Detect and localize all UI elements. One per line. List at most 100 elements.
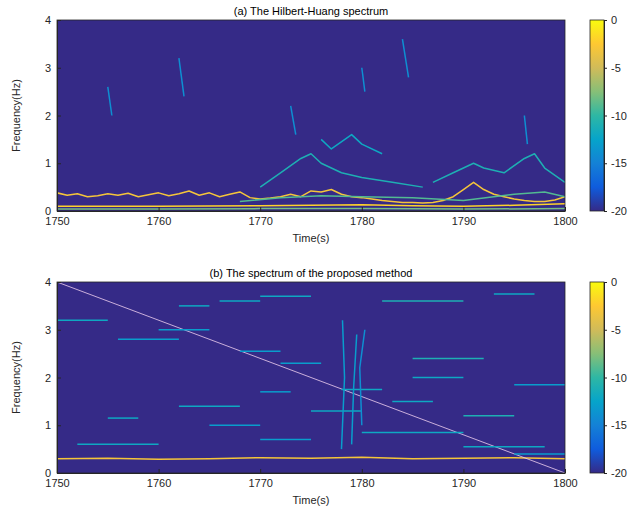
ridge-line <box>311 410 362 412</box>
ridge-line <box>281 362 322 364</box>
tick-mark <box>604 425 607 426</box>
y-tick: 0 <box>45 205 61 217</box>
tick-mark <box>57 116 61 117</box>
panel: 17501760177017801790180001234(b) The spe… <box>10 267 627 506</box>
y-tick: 4 <box>45 276 61 288</box>
ridge-line <box>360 330 365 426</box>
y-axis-title: Frequency(Hz) <box>10 341 22 414</box>
colorbar-tick: -20 <box>604 205 627 217</box>
colorbar <box>590 282 604 473</box>
tick-label: 1770 <box>248 477 272 489</box>
tick-mark <box>57 330 61 331</box>
ridge-line <box>260 296 311 298</box>
tick-mark <box>604 116 607 117</box>
tick-label: -5 <box>611 324 621 336</box>
y-axis: 01234 <box>45 14 61 217</box>
tick-mark <box>260 207 261 211</box>
ridge-line <box>352 335 357 445</box>
plot-frame <box>57 20 565 211</box>
tick-mark <box>604 20 607 21</box>
ridge-line <box>220 300 261 302</box>
y-tick: 1 <box>45 157 61 169</box>
x-tick: 1800 <box>553 469 577 489</box>
tick-label: -10 <box>611 372 627 384</box>
tick-label: 1 <box>45 419 51 431</box>
x-axis-title: Time(s) <box>293 232 330 244</box>
x-tick: 1770 <box>248 469 272 489</box>
x-tick: 1790 <box>452 469 476 489</box>
tick-label: 4 <box>45 276 51 288</box>
y-axis-title: Frequency(Hz) <box>10 79 22 152</box>
ridge-line <box>494 293 535 295</box>
axis-line <box>58 211 566 212</box>
colorbar-tick: -10 <box>604 372 627 384</box>
x-tick: 1770 <box>248 207 272 227</box>
y-tick: 2 <box>45 110 61 122</box>
plot-frame <box>57 282 565 473</box>
tick-label: 1800 <box>553 477 577 489</box>
colorbar <box>590 20 604 211</box>
ridge-line <box>57 319 108 321</box>
y-axis: 01234 <box>45 276 61 479</box>
ridge-line <box>433 154 565 183</box>
ridge-line <box>57 182 565 203</box>
axis-line <box>58 473 566 474</box>
colorbar-tick: 0 <box>604 276 617 288</box>
tick-mark <box>604 378 607 379</box>
plot-area <box>57 282 565 473</box>
tick-label: 2 <box>45 372 51 384</box>
ridge-line <box>392 401 433 403</box>
figure: 17501760177017801790180001234(a) The Hil… <box>0 0 644 530</box>
panel: 17501760177017801790180001234(a) The Hil… <box>10 5 627 244</box>
ridge-line <box>321 135 382 154</box>
colorbar-tick: -15 <box>604 419 627 431</box>
tick-mark <box>57 20 61 21</box>
ridge-line <box>402 39 408 77</box>
ridge-line <box>514 384 565 386</box>
tick-label: 0 <box>611 14 617 26</box>
colorbar-tick: -10 <box>604 110 627 122</box>
ridge-line <box>179 405 240 407</box>
ridge-line <box>260 391 290 393</box>
tick-label: 1780 <box>350 215 374 227</box>
y-tick: 2 <box>45 372 61 384</box>
tick-mark <box>260 469 261 473</box>
x-tick: 1780 <box>350 207 374 227</box>
ridge-line <box>77 444 158 446</box>
heatmap-ground <box>57 20 565 211</box>
ridge-line <box>382 300 463 302</box>
ridge-line <box>260 154 423 187</box>
x-tick: 1780 <box>350 469 374 489</box>
tick-mark <box>463 207 464 211</box>
tick-mark <box>604 163 607 164</box>
tick-mark <box>604 68 607 69</box>
tick-label: 1760 <box>147 477 171 489</box>
tick-mark <box>565 207 566 211</box>
colorbar-tick: -5 <box>604 62 621 74</box>
x-tick: 1760 <box>147 469 171 489</box>
tick-label: 1 <box>45 157 51 169</box>
y-tick: 3 <box>45 62 61 74</box>
tick-label: 1770 <box>248 215 272 227</box>
ridge-line <box>524 116 527 145</box>
y-tick: 1 <box>45 419 61 431</box>
ridge-line <box>463 415 514 417</box>
tick-label: -20 <box>611 205 627 217</box>
colorbar-tick: -20 <box>604 467 627 479</box>
ridge-line <box>118 339 179 341</box>
x-axis: 175017601770178017901800 <box>45 207 577 227</box>
tick-mark <box>604 473 607 474</box>
colorbar-axis: 0 -5 -10 -15 -20 <box>604 276 627 479</box>
heatmap-ground <box>57 282 565 473</box>
colorbar-tick: -15 <box>604 157 627 169</box>
tick-label: 0 <box>45 467 51 479</box>
tick-label: -15 <box>611 419 627 431</box>
ridge-line <box>413 377 464 379</box>
tick-mark <box>57 473 61 474</box>
tick-mark <box>57 163 61 164</box>
tick-label: 0 <box>611 276 617 288</box>
ridge-line <box>108 87 112 116</box>
ridge-line <box>209 425 260 427</box>
ridge-line <box>362 432 464 434</box>
tick-mark <box>604 211 607 212</box>
